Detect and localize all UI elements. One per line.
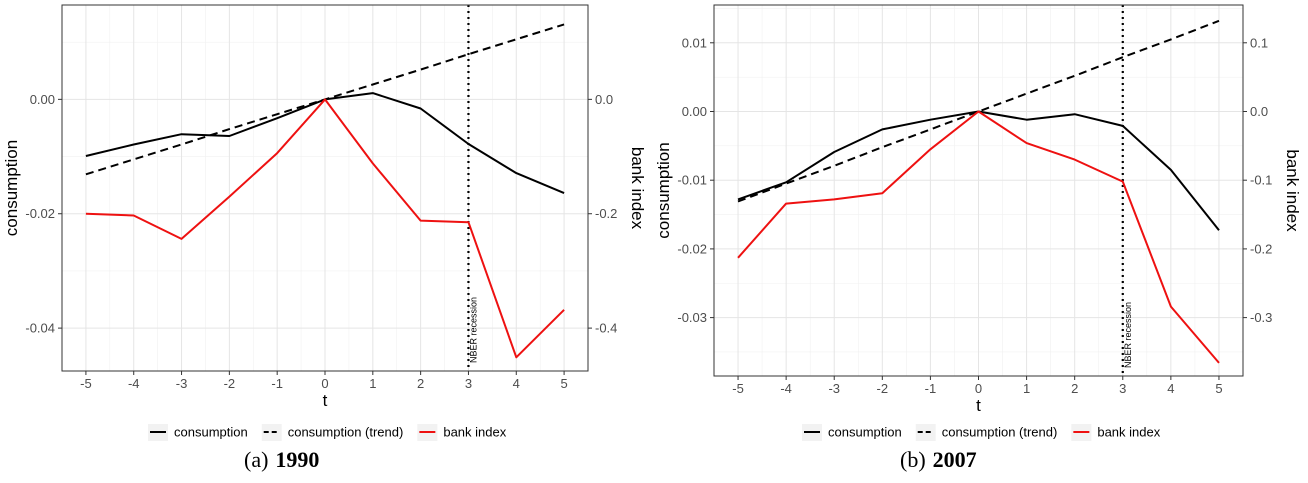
y-axis-title: consumption — [654, 142, 673, 238]
y-tick-label: 0.01 — [682, 35, 707, 50]
y2-tick-label: 0.0 — [595, 92, 613, 107]
y2-tick-label: -0.2 — [1250, 241, 1272, 256]
y-tick-label: -0.04 — [25, 321, 55, 336]
nber-recession-label: NBER recession — [1123, 302, 1133, 368]
x-tick-label: -5 — [80, 376, 92, 391]
x-tick-label: 5 — [1215, 381, 1222, 396]
x-tick-label: 4 — [513, 376, 520, 391]
series-line-bank-index — [85, 98, 565, 359]
x-tick-label: 1 — [1023, 381, 1030, 396]
x-tick-label: 3 — [465, 376, 472, 391]
y-axis-title: consumption — [2, 140, 21, 236]
x-tick-label: -1 — [925, 381, 937, 396]
x-tick-label: -5 — [732, 381, 744, 396]
y2-tick-label: -0.2 — [595, 206, 617, 221]
y2-tick-label: -0.1 — [1250, 173, 1272, 188]
chart-panel-1990: NBER recession -5 -4 -3 -2 -1 0 1 2 3 4 5 0.00 -0.02 -… — [2, 4, 647, 472]
y-tick-label: -0.01 — [677, 173, 707, 188]
x-tick-label: 2 — [417, 376, 424, 391]
x-tick-label: 2 — [1071, 381, 1078, 396]
y2-axis-title: bank index — [1283, 149, 1302, 232]
y-tick-label: -0.03 — [677, 310, 707, 325]
x-tick-label: 5 — [560, 376, 567, 391]
x-tick-label: -3 — [176, 376, 188, 391]
y2-tick-label: 0.0 — [1250, 104, 1268, 119]
y-tick-label: -0.02 — [25, 206, 55, 221]
x-tick-label: 3 — [1119, 381, 1126, 396]
x-tick-label: -1 — [271, 376, 283, 391]
legend-label: bank index — [1097, 425, 1160, 440]
caption-prefix: (a) — [244, 447, 268, 472]
nber-recession-label: NBER recession — [468, 297, 478, 363]
caption-year: 2007 — [933, 447, 977, 472]
legend-label: consumption (trend) — [288, 425, 404, 440]
x-axis-title: t — [323, 391, 328, 410]
y-tick-label: 0.00 — [682, 104, 707, 119]
x-tick-label: -4 — [128, 376, 140, 391]
x-tick-label: -2 — [877, 381, 889, 396]
x-tick-label: 0 — [321, 376, 328, 391]
y2-tick-label: -0.4 — [595, 321, 617, 336]
y-tick-label: -0.02 — [677, 241, 707, 256]
legend-label: consumption — [174, 425, 248, 440]
caption-prefix: (b) — [900, 447, 926, 472]
chart-panel-2007: NBER recession -5 -4 -3 -2 -1 0 1 2 3 4 5 0.01 0.00 -0… — [654, 4, 1302, 472]
series-line-bank-index — [737, 110, 1220, 364]
legend-label: consumption — [828, 425, 902, 440]
x-axis-title: t — [976, 396, 981, 415]
caption-year: 1990 — [275, 447, 319, 472]
y2-axis-title: bank index — [628, 147, 647, 230]
x-tick-label: -3 — [828, 381, 840, 396]
x-tick-label: 1 — [369, 376, 376, 391]
y2-tick-label: 0.1 — [1250, 35, 1268, 50]
y-tick-label: 0.00 — [30, 92, 55, 107]
legend-label: bank index — [443, 425, 506, 440]
x-tick-label: 0 — [975, 381, 982, 396]
legend-label: consumption (trend) — [942, 425, 1058, 440]
x-tick-label: 4 — [1167, 381, 1174, 396]
series-line-consumption-trend — [737, 19, 1220, 203]
y2-tick-label: -0.3 — [1250, 310, 1272, 325]
x-tick-label: -4 — [780, 381, 792, 396]
x-tick-label: -2 — [224, 376, 236, 391]
